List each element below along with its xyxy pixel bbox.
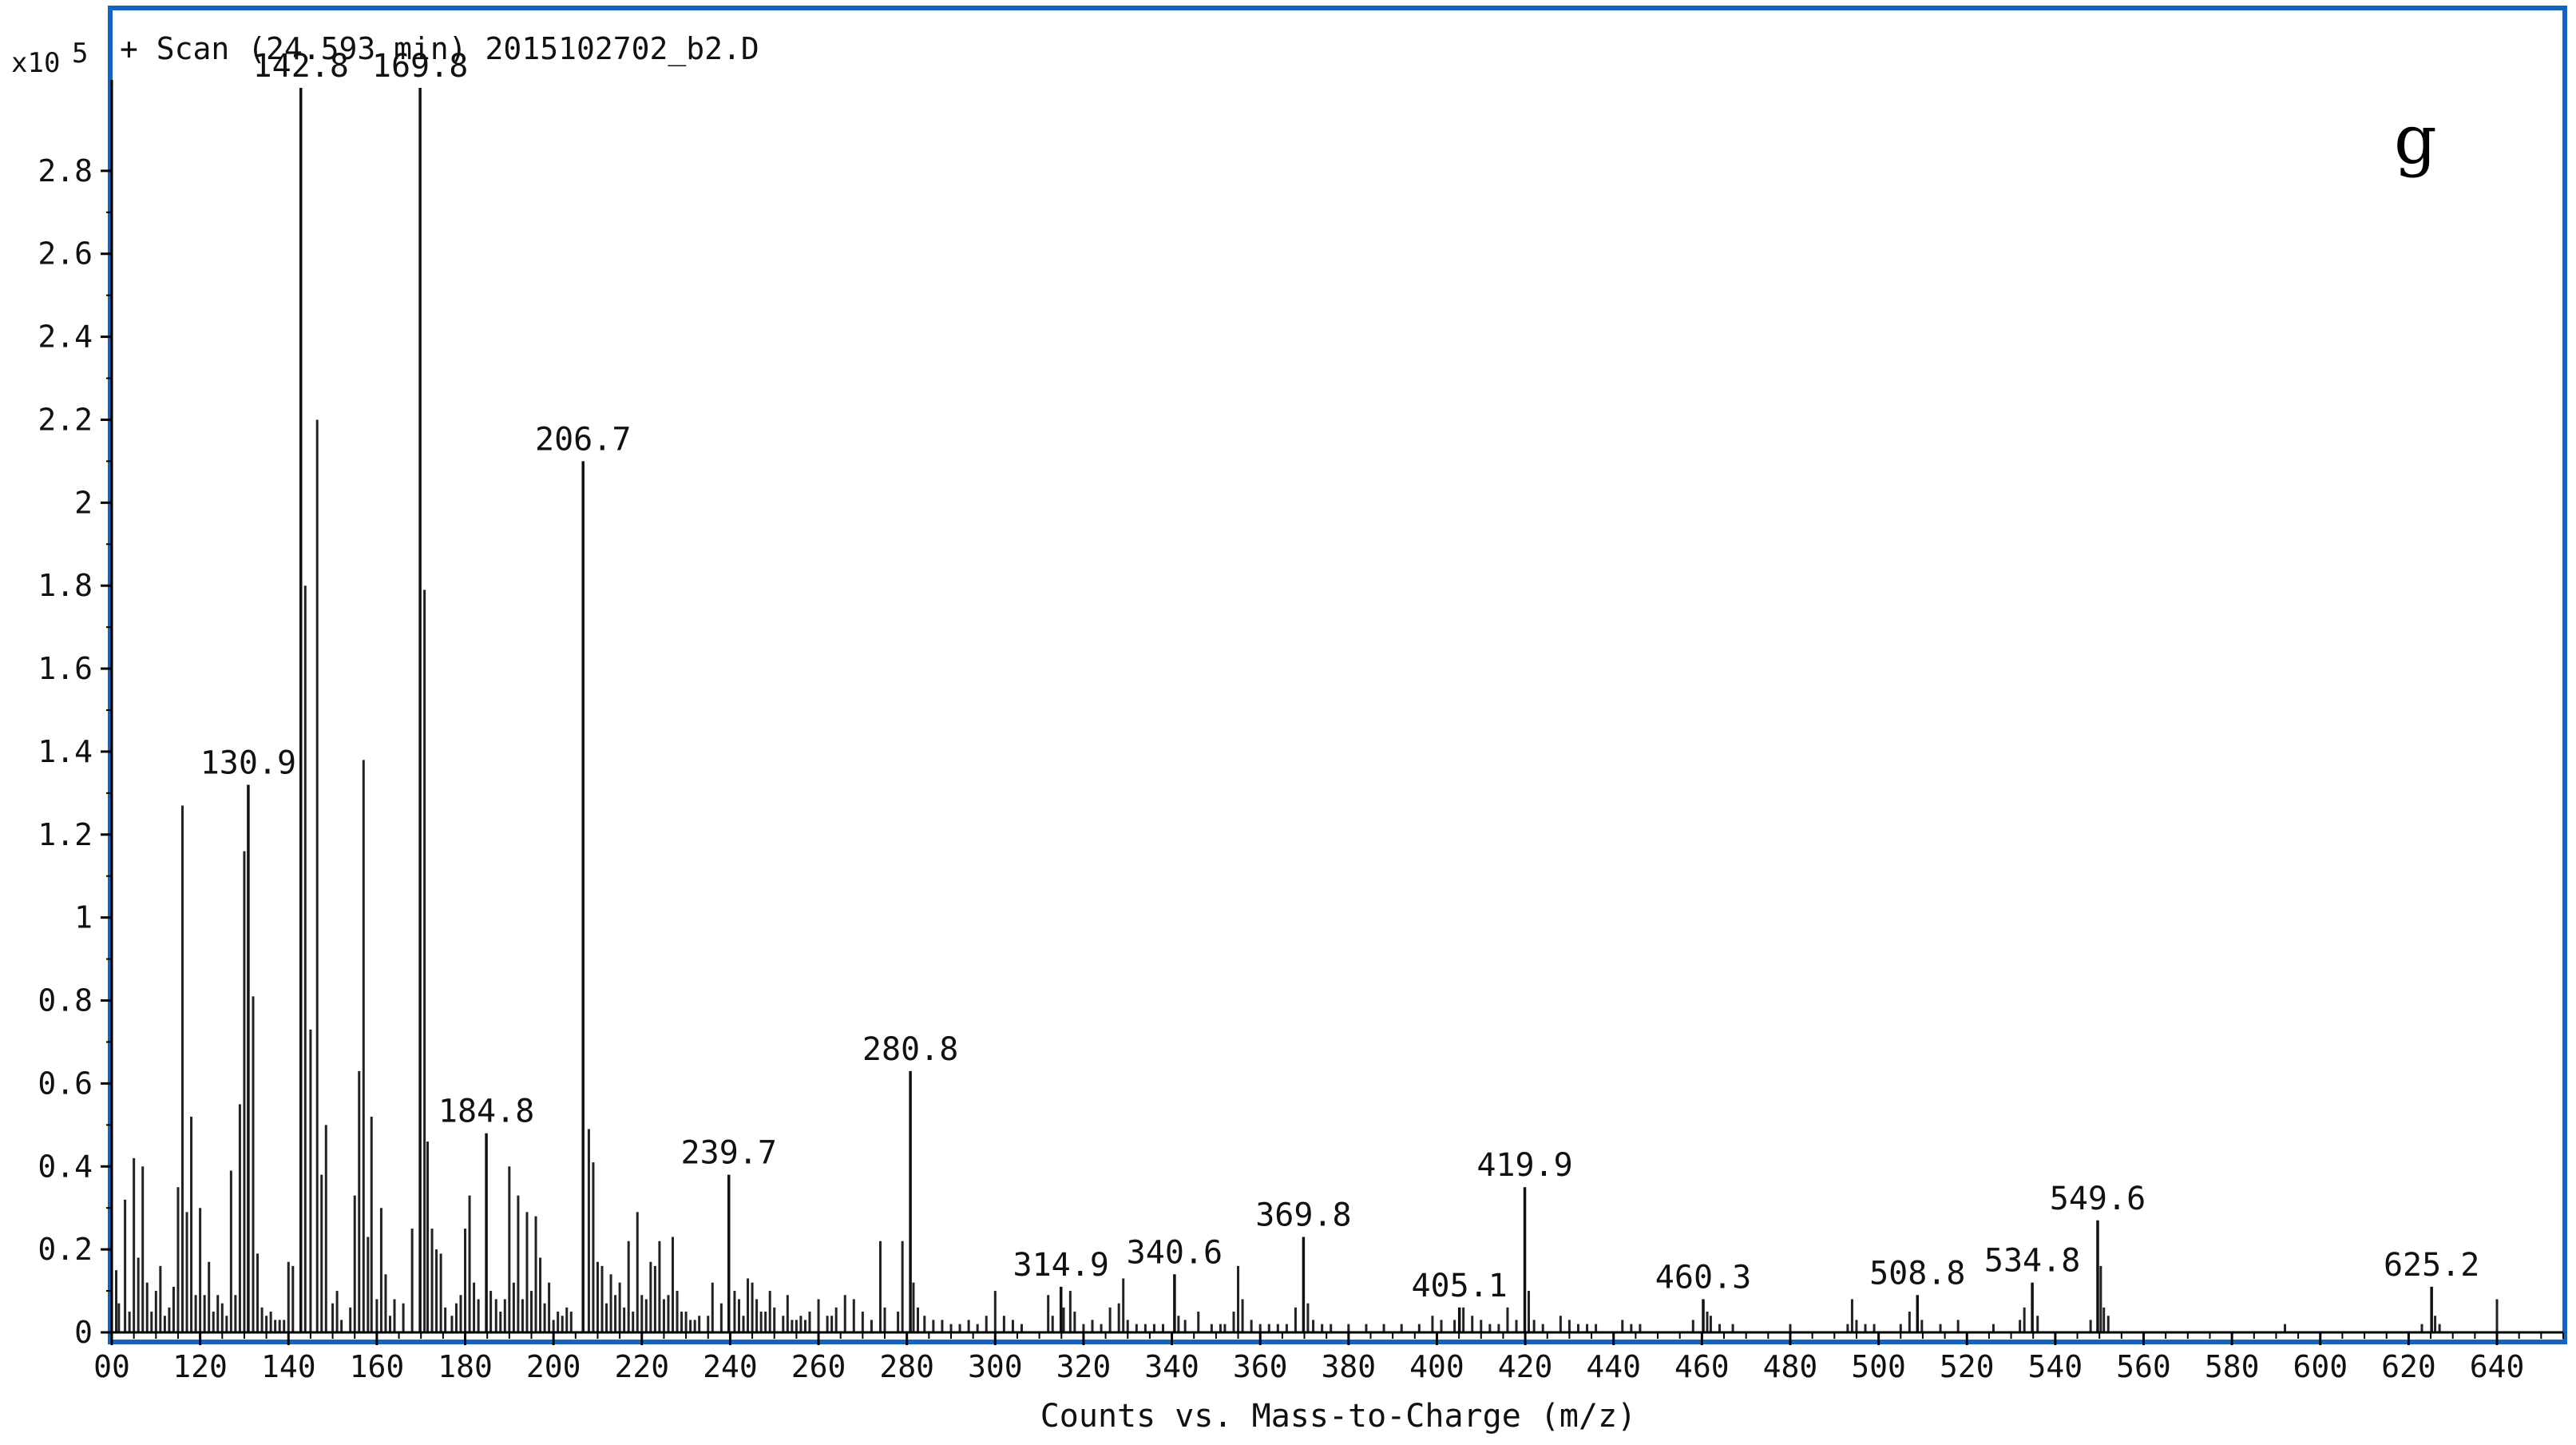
y-tick-label: 2.4 [38,320,93,355]
peak-label: 142.8 [253,48,349,85]
y-tick-label: 1.4 [38,734,93,769]
x-tick-label: 260 [791,1349,846,1384]
peak-label: 549.6 [2050,1181,2146,1217]
x-tick-label: 560 [2116,1349,2171,1384]
x-tick-label: 640 [2470,1349,2525,1384]
y-tick-label: 2 [74,485,93,520]
peak-label: 169.8 [372,48,468,85]
x-axis-label: Counts vs. Mass-to-Charge (m/z) [1040,1398,1637,1435]
x-tick-label: 320 [1056,1349,1112,1384]
x-tick-label: 440 [1586,1349,1641,1384]
peak-label: 460.3 [1655,1259,1751,1296]
x-tick-label: 380 [1322,1349,1377,1384]
x-tick-label: 280 [879,1349,934,1384]
chart-frame [108,6,2567,1344]
x-tick-label: 420 [1498,1349,1553,1384]
y-tick-label: 2.2 [38,402,93,437]
y-scale-exponent: 5 [72,38,88,69]
y-tick-label: 0.4 [38,1149,93,1184]
x-tick-label: 200 [526,1349,581,1384]
peak-label: 130.9 [200,744,296,781]
x-tick-label: 600 [2293,1349,2348,1384]
x-tick-label: 340 [1144,1349,1199,1384]
x-tick-label: 300 [968,1349,1023,1384]
y-tick-label: 0.8 [38,983,93,1018]
y-tick-label: 1 [74,900,93,935]
x-tick-label: 00 [93,1349,130,1384]
peak-label: 534.8 [1984,1243,2080,1280]
peak-label: 206.7 [535,421,631,458]
peak-label: 239.7 [681,1135,777,1172]
peak-label: 280.8 [862,1031,958,1068]
y-scale-label: x10 [11,47,60,79]
y-tick-label: 2.6 [38,236,93,272]
peak-label: 314.9 [1013,1247,1109,1284]
x-tick-label: 620 [2381,1349,2436,1384]
peak-label: 184.8 [438,1094,534,1130]
y-tick-label: 0 [74,1315,93,1350]
panel-label: g [2394,101,2437,179]
y-tick-label: 0.2 [38,1232,93,1267]
x-tick-label: 120 [172,1349,228,1384]
y-tick-label: 1.2 [38,817,93,852]
peak-label: 369.8 [1255,1197,1351,1234]
y-tick-label: 2.8 [38,153,93,189]
peak-label: 508.8 [1869,1255,1965,1292]
x-tick-label: 500 [1851,1349,1906,1384]
y-tick-label: 1.8 [38,568,93,603]
x-tick-label: 400 [1409,1349,1464,1384]
x-tick-label: 520 [1940,1349,1995,1384]
x-tick-label: 160 [350,1349,405,1384]
peak-label: 405.1 [1411,1268,1507,1304]
peak-label: 625.2 [2384,1247,2479,1284]
x-tick-label: 460 [1674,1349,1730,1384]
peak-label: 340.6 [1127,1234,1223,1271]
x-tick-label: 140 [261,1349,316,1384]
x-tick-label: 240 [703,1349,758,1384]
x-tick-label: 540 [2028,1349,2083,1384]
x-tick-label: 360 [1233,1349,1288,1384]
y-tick-label: 1.6 [38,651,93,686]
scan-title: + Scan (24.593 min) 2015102702_b2.D [120,31,759,67]
peak-label: 419.9 [1476,1147,1572,1184]
x-tick-label: 180 [438,1349,493,1384]
x-tick-label: 480 [1763,1349,1818,1384]
x-tick-label: 580 [2205,1349,2260,1384]
spectrum-bars [115,88,2499,1332]
y-tick-label: 0.6 [38,1066,93,1101]
x-tick-label: 220 [614,1349,669,1384]
